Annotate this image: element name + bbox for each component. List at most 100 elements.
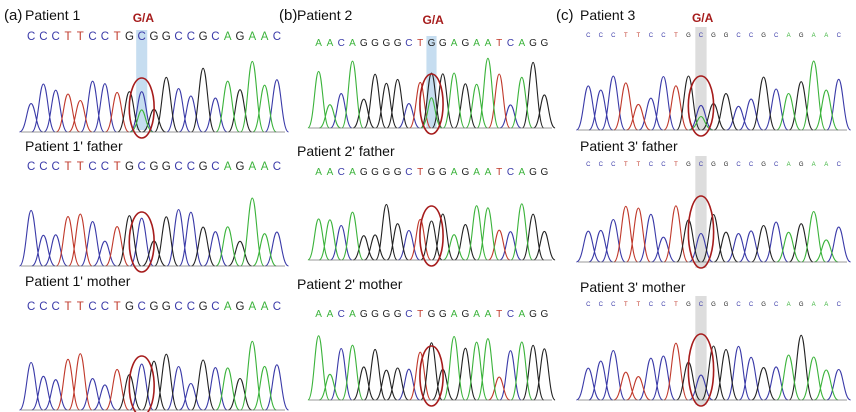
chromatogram-trace-C <box>330 93 522 129</box>
base-letter-T: T <box>114 161 121 173</box>
base-letter-G: G <box>199 301 208 313</box>
base-letter-C: C <box>39 161 47 173</box>
base-letter-G: G <box>724 302 729 308</box>
base-letter-G: G <box>529 167 537 178</box>
base-letter-T: T <box>77 301 84 313</box>
variant-highlight-band <box>136 30 148 130</box>
track-title: Patient 2' mother <box>297 276 403 292</box>
base-letter-A: A <box>327 167 334 178</box>
track-title: Patient 3' father <box>580 138 678 154</box>
base-letter-C: C <box>507 38 514 49</box>
track-title: Patient 3 <box>580 7 635 23</box>
variant-label: G/A <box>692 11 714 25</box>
base-letter-G: G <box>360 38 368 49</box>
base-letter-A: A <box>518 38 525 49</box>
base-letter-C: C <box>101 161 109 173</box>
variant-label: G/A <box>133 11 155 25</box>
chromatogram-trace-A <box>307 203 534 261</box>
base-letter-A: A <box>812 302 816 308</box>
chromatogram-trace-C <box>576 345 851 401</box>
base-letter-G: G <box>724 33 729 39</box>
base-letter-G: G <box>461 309 469 320</box>
base-letter-C: C <box>405 167 412 178</box>
base-letter-A: A <box>261 31 269 43</box>
base-letter-G: G <box>150 301 159 313</box>
base-letter-A: A <box>224 31 232 43</box>
base-letter-C: C <box>586 162 591 168</box>
chromatogram-trace-T <box>55 91 130 133</box>
base-letter-A: A <box>787 162 791 168</box>
base-letter-G: G <box>394 167 402 178</box>
base-letter-A: A <box>451 309 458 320</box>
base-letter-G: G <box>382 167 390 178</box>
base-letter-A: A <box>261 301 269 313</box>
base-letter-G: G <box>711 302 716 308</box>
base-letter-A: A <box>224 301 232 313</box>
chromatogram-trace-C <box>575 75 852 131</box>
base-letter-C: C <box>101 301 109 313</box>
base-letter-C: C <box>649 302 654 308</box>
chromatogram-trace-T <box>55 353 130 411</box>
base-letter-C: C <box>138 161 146 173</box>
variant-circle <box>128 355 155 412</box>
base-letter-G: G <box>461 167 469 178</box>
track-title: Patient 3' mother <box>580 279 686 295</box>
chromatogram-trace-A <box>129 60 277 133</box>
base-letter-G: G <box>162 161 171 173</box>
base-letter-C: C <box>88 161 96 173</box>
base-letter-A: A <box>473 38 480 49</box>
chromatogram-trace-T <box>613 205 689 263</box>
base-letter-T: T <box>64 31 71 43</box>
base-letter-C: C <box>27 31 35 43</box>
base-letter-C: C <box>699 33 704 39</box>
chromatogram-trace-C <box>18 361 290 411</box>
base-letter-T: T <box>637 33 641 39</box>
base-letter-T: T <box>64 301 71 313</box>
chromatogram-trace-A <box>688 60 839 131</box>
base-letter-A: A <box>315 309 322 320</box>
base-letter-G: G <box>199 161 208 173</box>
base-letter-T: T <box>114 31 121 43</box>
base-letter-G: G <box>686 33 691 39</box>
base-letter-C: C <box>187 161 195 173</box>
base-letter-G: G <box>428 38 436 49</box>
base-letter-A: A <box>349 38 356 49</box>
base-letter-C: C <box>837 33 842 39</box>
base-letter-G: G <box>236 301 245 313</box>
chromatogram-trace-C <box>330 224 522 261</box>
base-letter-G: G <box>162 301 171 313</box>
base-letter-T: T <box>64 161 71 173</box>
base-letter-G: G <box>761 162 766 168</box>
base-letter-G: G <box>540 167 548 178</box>
base-letter-T: T <box>496 309 502 320</box>
base-letter-C: C <box>699 302 704 308</box>
base-letter-C: C <box>187 301 195 313</box>
base-letter-C: C <box>273 301 281 313</box>
variant-highlight-band <box>695 156 707 268</box>
base-letter-G: G <box>371 167 379 178</box>
base-letter-G: G <box>711 33 716 39</box>
base-letter-G: G <box>162 31 171 43</box>
track-3-3: Patient 3' mother C C C T T C C T G C G G C C G C A G A A C <box>576 279 851 407</box>
chromatogram-trace-C <box>19 79 290 133</box>
base-letter-G: G <box>125 301 134 313</box>
base-letter-C: C <box>187 31 195 43</box>
chromatogram-trace-T <box>408 218 511 261</box>
base-letter-C: C <box>27 301 35 313</box>
base-letter-G: G <box>724 162 729 168</box>
variant-circle <box>419 205 444 267</box>
base-letter-C: C <box>138 301 146 313</box>
chromatogram-trace-T <box>613 342 689 401</box>
base-letter-A: A <box>485 38 492 49</box>
base-letter-G: G <box>540 38 548 49</box>
base-letter-G: G <box>236 31 245 43</box>
base-letter-G: G <box>125 31 134 43</box>
base-letter-A: A <box>315 167 322 178</box>
base-letter-C: C <box>52 161 60 173</box>
